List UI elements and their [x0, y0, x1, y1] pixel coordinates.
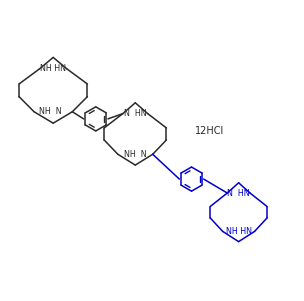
Text: 12HCl: 12HCl — [195, 126, 224, 136]
Text: NH  N: NH N — [124, 150, 147, 159]
Text: NH  N: NH N — [39, 107, 61, 116]
Text: N  HN: N HN — [227, 188, 250, 197]
Text: NH HN: NH HN — [40, 64, 66, 73]
Text: NH HN: NH HN — [226, 227, 252, 236]
Text: N  HN: N HN — [124, 109, 147, 118]
